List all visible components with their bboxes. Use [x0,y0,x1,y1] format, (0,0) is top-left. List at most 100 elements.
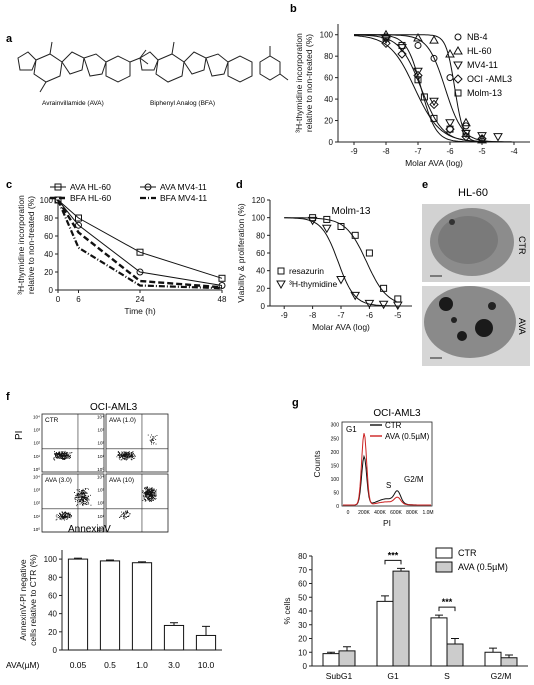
b-y-tick-label: 40 [324,95,333,104]
b-data-point [477,132,487,141]
c-data-point [75,214,82,222]
b-data-point [397,49,407,59]
g-significance-bracket [438,606,456,612]
g-hist-frame [341,421,433,507]
b-data-point [477,134,487,144]
f-x-tick-label: 1.0 [136,660,148,670]
d-x-tick-label: -5 [394,311,402,320]
g-x-tick-label: SubG1 [326,671,353,681]
f-x-tick-label: 0.5 [104,660,116,670]
b-data-point [446,125,454,133]
g-hist-x-tick-label: 0 [347,510,350,516]
g-hist-x-tick-label: 200K [358,510,370,516]
b-legend-label: HL-60 [467,46,492,56]
g-hist-xlabel: PI [383,518,391,528]
g-bar [430,617,448,667]
c-y-tick-label: 80 [44,214,53,223]
c-series-line [57,199,223,279]
d-y-axis-label: Viability & proliferation (%) [236,203,246,303]
cell-cycle-histogram: OCI-AML3 Counts PI 0 50 100 150 200 250 300 0 200K 4… [312,408,434,528]
panel-label-e: e [422,179,428,191]
g-y-tick-label: 80 [298,552,307,561]
chart-d-molm13: 0 20 40 60 80 100 120 -9 -8 -7 -6 -5 Molm-13 Molar AV… [236,196,412,332]
g-bar [338,650,356,667]
d-data-point [337,223,345,230]
flow-y-tick-label: 10² [33,501,40,506]
flow-y-tick-label: 10⁴ [33,474,40,479]
g-bar [446,643,464,667]
c-series-line [56,199,223,289]
c-legend-label: AVA HL-60 [70,182,111,192]
b-series-curve [354,34,514,143]
flow-y-tick-label: 10¹ [97,514,104,519]
d-data-point [392,301,403,311]
g-hist-y-tick-label: 300 [331,423,340,429]
g-hist-x-tick-label: 400K [374,510,386,516]
b-x-tick-label: -9 [350,147,358,156]
d-data-point [321,224,332,234]
b-y-tick-label: 0 [329,138,334,147]
g-hist-y-tick-label: 0 [336,504,339,510]
g-x-tick-label: S [444,671,450,681]
f-y-tick-label: 40 [48,610,57,619]
f-flow-title: OCI-AML3 [90,402,138,413]
d-x-tick-label: -6 [366,311,374,320]
g-y-tick-label: 60 [298,580,307,589]
g-hist-y-tick-label: 100 [331,477,340,483]
flow-y-tick-label: 10³ [33,427,40,432]
g-hist-legend-label: CTR [385,421,402,430]
g-bar [484,651,502,667]
flow-y-tick-label: 10⁴ [97,414,104,419]
f-bar [131,562,153,651]
f-x-axis-prefix: AVA(µM) [6,660,40,670]
c-series-line [56,199,223,290]
b-data-point [461,117,471,127]
f-bar [163,624,185,651]
f-y-axis-label-2: cells relative to CTR (%) [28,554,38,646]
b-data-point [446,74,454,82]
bfa-structure [139,41,289,83]
g-hist-x-tick-label: 1.0M [422,510,433,516]
d-legend-label: resazurin [289,266,324,276]
c-data-point [136,268,144,276]
b-data-point [429,99,439,110]
b-y-axis-label-2: relative to non-treated (%) [304,34,314,132]
c-x-tick-label: 6 [76,295,81,304]
b-data-point [420,93,428,101]
b-x-tick-label: -5 [478,147,486,156]
c-y-tick-label: 0 [49,286,54,295]
chart-c-time-course: 0 20 40 60 80 100 0 6 24 48 Time (h) ³H-thymidine i… [16,182,227,316]
b-legend-marker [453,74,463,84]
g-significance-bracket [384,559,402,565]
b-data-point [430,114,438,122]
c-data-point [75,221,82,229]
c-data-point [218,282,226,289]
g-hist-title: OCI-AML3 [373,408,421,419]
f-bar [99,560,121,651]
g-hist-ava-curve [343,433,431,506]
f-y-tick-label: 60 [48,591,57,600]
g-y-tick-label: 50 [298,593,307,602]
g-hist-legend-label: AVA (0.5µM) [385,432,430,441]
d-legend-label: ³H-thymidine [289,279,337,289]
g-y-tick-label: 20 [298,635,307,644]
b-y-tick-label: 60 [324,74,333,83]
c-data-point [136,248,144,256]
f-y-tick-label: 100 [44,555,58,564]
b-data-point [413,32,423,42]
b-data-point [398,41,406,49]
flow-y-tick-label: 10² [97,501,104,506]
g-hist-x-tick-label: 600K [390,510,402,516]
d-data-point [350,291,361,301]
g-x-tick-label: G1 [387,671,399,681]
g-y-tick-label: 40 [298,607,307,616]
c-data-point [54,196,62,204]
f-flow-ylabel: PI [14,431,25,440]
b-x-axis-label: Molar AVA (log) [405,158,463,168]
ava-name: Avrainvillamide (AVA) [42,100,104,107]
g-significance-label: *** [388,550,399,560]
d-y-tick-label: 0 [261,302,266,311]
flow-y-tick-label: 10² [33,441,40,446]
c-legend-label: BFA HL-60 [70,193,111,203]
